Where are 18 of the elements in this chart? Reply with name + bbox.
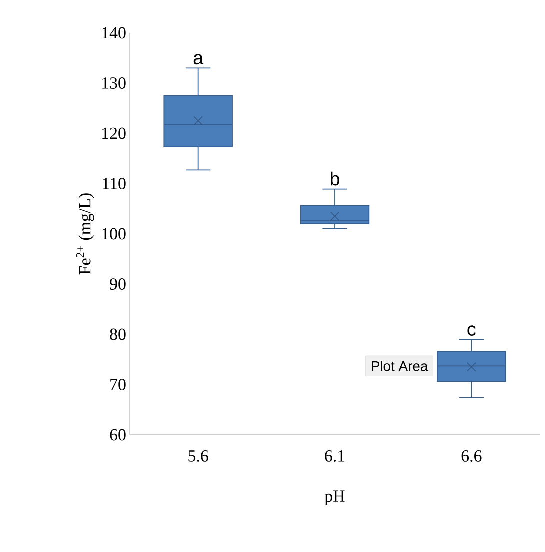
y-tick-label: 90 — [110, 278, 126, 290]
y-tick-label: 80 — [110, 328, 126, 340]
y-tick-label: 130 — [102, 78, 126, 89]
x-axis-title: pH — [324, 490, 345, 506]
x-tick-label: 6.6 — [462, 450, 482, 462]
y-tick-label: 70 — [110, 379, 126, 390]
annotation: c — [468, 326, 476, 336]
y-tick-label: 60 — [110, 429, 126, 441]
annotation: Plot Area — [372, 361, 428, 372]
x-tick-label: 5.6 — [188, 450, 208, 462]
y-tick-label: 140 — [102, 27, 126, 39]
y-axis-title: Fe$^{2+}$ (mg/L) — [76, 194, 94, 275]
x-tick-label: 6.1 — [325, 450, 345, 462]
annotation: b — [330, 172, 340, 186]
y-tick-label: 110 — [103, 178, 126, 190]
y-tick-label: 100 — [102, 228, 126, 240]
y-tick-label: 120 — [102, 128, 126, 140]
annotation: a — [194, 54, 204, 65]
